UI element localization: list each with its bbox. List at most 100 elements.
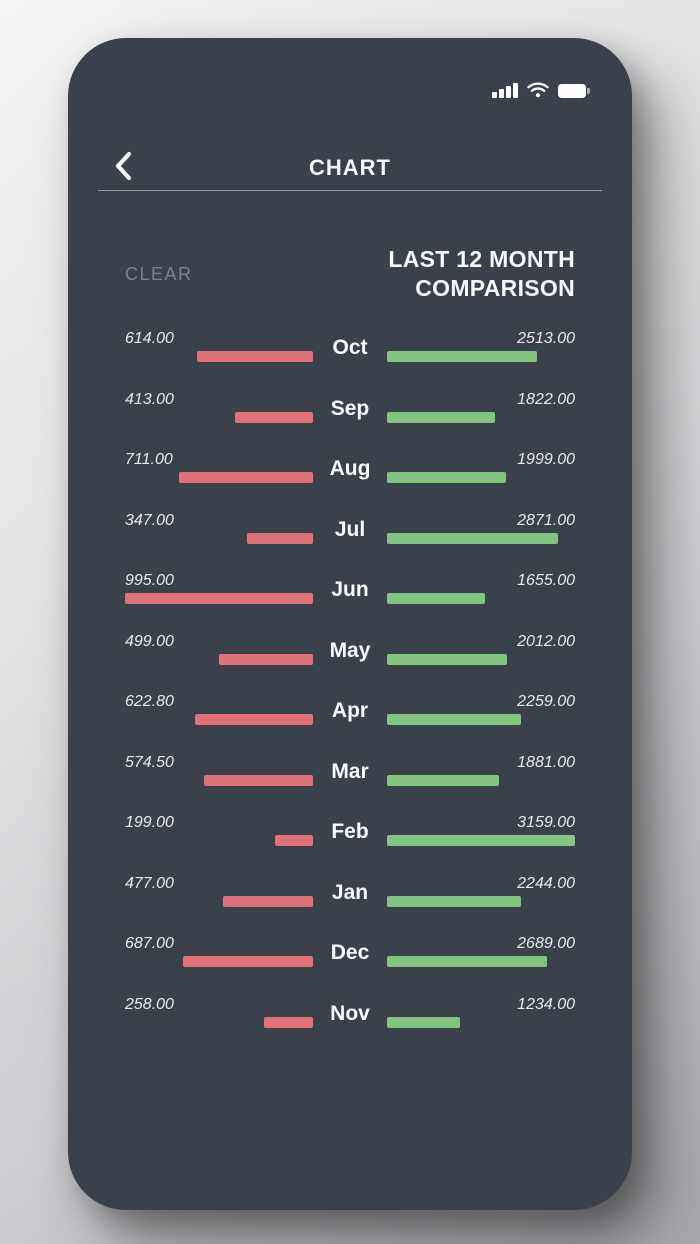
left-bar <box>218 653 313 665</box>
right-value-label: 1999.00 <box>517 451 575 468</box>
month-label: Aug <box>329 457 371 480</box>
left-value-label: 622.80 <box>125 693 174 710</box>
left-value-label: 614.00 <box>125 330 174 347</box>
left-value-label: 413.00 <box>125 390 174 408</box>
left-bar <box>264 1016 313 1028</box>
left-bar-group: 258.00 <box>125 995 313 1028</box>
left-bar-group: 995.00 <box>125 571 313 604</box>
right-value-label: 3159.00 <box>517 814 575 831</box>
left-bar-group: 687.00 <box>125 934 313 967</box>
left-bar <box>275 835 313 846</box>
right-bar <box>387 956 548 967</box>
battery-icon <box>558 84 590 98</box>
chart-row: 477.00 Jan 2244.00 <box>68 874 632 935</box>
left-value-label: 499.00 <box>125 632 174 650</box>
right-bar-group: 2513.00 <box>387 329 575 362</box>
month-label: Jul <box>334 517 366 541</box>
left-bar-group: 347.00 <box>125 511 313 544</box>
chart-row: 499.00 May 2012.00 <box>68 632 632 693</box>
left-bar-group: 499.00 <box>125 632 313 665</box>
month-label: Sep <box>330 396 370 420</box>
left-bar-group: 711.00 <box>125 450 313 483</box>
chart-row: 622.80 Apr 2259.00 <box>68 692 632 753</box>
right-bar <box>387 653 507 665</box>
right-bar <box>387 714 522 725</box>
nav-header: CHART <box>68 148 632 188</box>
left-bar-group: 574.50 <box>125 753 313 786</box>
back-button[interactable] <box>108 150 140 184</box>
left-bar-group: 614.00 <box>125 329 313 362</box>
chart-title: LAST 12 MONTH COMPARISON <box>388 245 575 303</box>
right-bar <box>387 532 558 544</box>
header-divider <box>98 190 602 191</box>
left-bar <box>222 895 313 907</box>
chart-row: 711.00 Aug 1999.00 <box>68 450 632 511</box>
chart-row: 574.50 Mar 1881.00 <box>68 753 632 814</box>
chart-header: CLEAR LAST 12 MONTH COMPARISON <box>68 245 632 303</box>
right-bar <box>387 411 496 423</box>
right-value-label: 2012.00 <box>517 632 575 650</box>
month-label: Mar <box>331 759 369 783</box>
right-bar-group: 2689.00 <box>387 934 575 967</box>
right-bar <box>387 895 521 907</box>
month-label: Jan <box>331 880 369 904</box>
right-value-label: 1881.00 <box>517 753 575 771</box>
chart-title-line2: COMPARISON <box>415 275 575 301</box>
wifi-icon <box>527 82 549 98</box>
right-value-label: 2689.00 <box>517 935 575 952</box>
right-bar-group: 2871.00 <box>387 511 575 544</box>
chart-row: 687.00 Dec 2689.00 <box>68 934 632 995</box>
right-bar-group: 2012.00 <box>387 632 575 665</box>
right-value-label: 2259.00 <box>517 693 575 710</box>
right-bar <box>387 1016 461 1028</box>
left-bar <box>125 593 313 604</box>
left-bar <box>247 532 313 544</box>
right-bar <box>387 593 486 604</box>
left-bar-group: 477.00 <box>125 874 313 907</box>
chart-row: 258.00 Nov 1234.00 <box>68 995 632 1056</box>
left-bar <box>197 351 313 362</box>
month-label: Nov <box>330 1001 370 1025</box>
chart-title-line1: LAST 12 MONTH <box>388 246 575 272</box>
chart-row: 199.00 Feb 3159.00 <box>68 813 632 874</box>
right-bar-group: 2259.00 <box>387 692 575 725</box>
right-value-label: 1655.00 <box>517 572 575 589</box>
right-bar <box>387 835 575 846</box>
right-value-label: 2513.00 <box>517 330 575 347</box>
right-value-label: 1822.00 <box>517 390 575 408</box>
chart-row: 995.00 Jun 1655.00 <box>68 571 632 632</box>
right-bar <box>387 774 499 786</box>
page-title: CHART <box>309 155 391 180</box>
month-label: Jun <box>331 578 369 601</box>
left-value-label: 995.00 <box>125 572 174 589</box>
right-bar <box>387 351 537 362</box>
right-bar <box>387 472 506 483</box>
month-label: May <box>329 638 371 662</box>
month-label: Dec <box>330 941 370 964</box>
left-value-label: 477.00 <box>125 874 174 892</box>
left-value-label: 199.00 <box>125 814 174 831</box>
right-bar-group: 1234.00 <box>387 995 575 1028</box>
left-value-label: 347.00 <box>125 511 174 529</box>
right-value-label: 2244.00 <box>517 874 575 892</box>
chart-row: 347.00 Jul 2871.00 <box>68 511 632 572</box>
right-bar-group: 1999.00 <box>387 450 575 483</box>
chart-rows: 614.00 Oct 2513.00 413.00 Sep 1822.00 711.00 Au… <box>68 329 632 1055</box>
month-label: Apr <box>331 699 369 722</box>
left-bar <box>195 714 313 725</box>
left-value-label: 258.00 <box>125 995 174 1013</box>
clear-button[interactable]: CLEAR <box>125 263 193 284</box>
left-bar <box>234 411 313 423</box>
left-bar <box>183 956 313 967</box>
phone-frame: CHART CLEAR LAST 12 MONTH COMPARISON 614… <box>68 38 632 1210</box>
left-value-label: 574.50 <box>125 753 174 771</box>
left-bar <box>204 774 313 786</box>
right-bar-group: 1881.00 <box>387 753 575 786</box>
cellular-signal-icon <box>492 83 518 98</box>
right-bar-group: 2244.00 <box>387 874 575 907</box>
status-bar <box>68 38 632 98</box>
right-bar-group: 1655.00 <box>387 571 575 604</box>
right-bar-group: 1822.00 <box>387 390 575 423</box>
left-bar-group: 622.80 <box>125 692 313 725</box>
month-label: Oct <box>332 336 368 359</box>
